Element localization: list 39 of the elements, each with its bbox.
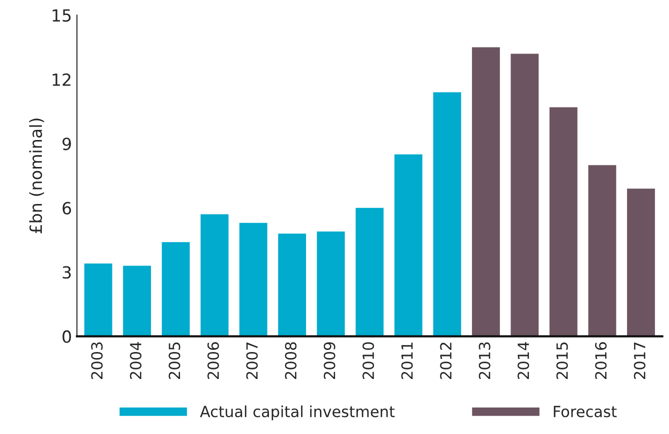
bar — [472, 47, 500, 336]
bar — [394, 154, 422, 336]
x-tick-label: 2010 — [362, 342, 374, 379]
bar — [200, 214, 229, 336]
bar — [510, 54, 539, 336]
bar — [123, 266, 151, 336]
x-tick-label: 2008 — [284, 342, 297, 379]
y-axis-title: £bn (nominal) — [29, 118, 44, 234]
x-tick-label: 2014 — [518, 342, 530, 379]
x-tick-label: 2013 — [478, 342, 490, 379]
x-tick-label: 2003 — [91, 342, 103, 379]
bar — [550, 107, 578, 336]
bar — [356, 208, 384, 336]
x-tick-label: 2012 — [440, 342, 452, 379]
x-tick-label: 2016 — [595, 342, 607, 379]
x-tick-label: 2005 — [168, 342, 180, 379]
bar — [278, 234, 306, 336]
bar — [588, 165, 616, 336]
x-tick-label: 2007 — [246, 342, 258, 379]
bar — [433, 92, 462, 336]
x-tick-label: 2004 — [130, 342, 142, 379]
y-tick-label: 12 — [52, 73, 70, 86]
legend-label: Forecast — [554, 406, 617, 418]
y-tick-label: 6 — [62, 202, 72, 214]
bar — [162, 242, 190, 336]
bar — [316, 231, 345, 336]
x-tick-label: 2015 — [556, 342, 568, 379]
y-tick-label: 0 — [62, 330, 71, 343]
y-tick-label: 9 — [62, 138, 71, 150]
y-tick-label: 15 — [52, 9, 71, 22]
x-tick-label: 2006 — [207, 342, 219, 379]
x-tick-label: 2017 — [634, 342, 646, 379]
bar — [84, 264, 112, 336]
x-tick-label: 2009 — [324, 342, 336, 379]
bar — [627, 188, 655, 336]
legend-label: Actual capital investment — [200, 405, 395, 420]
x-tick-label: 2011 — [401, 342, 413, 379]
y-tick-label: 3 — [62, 266, 71, 279]
bar — [239, 222, 268, 336]
